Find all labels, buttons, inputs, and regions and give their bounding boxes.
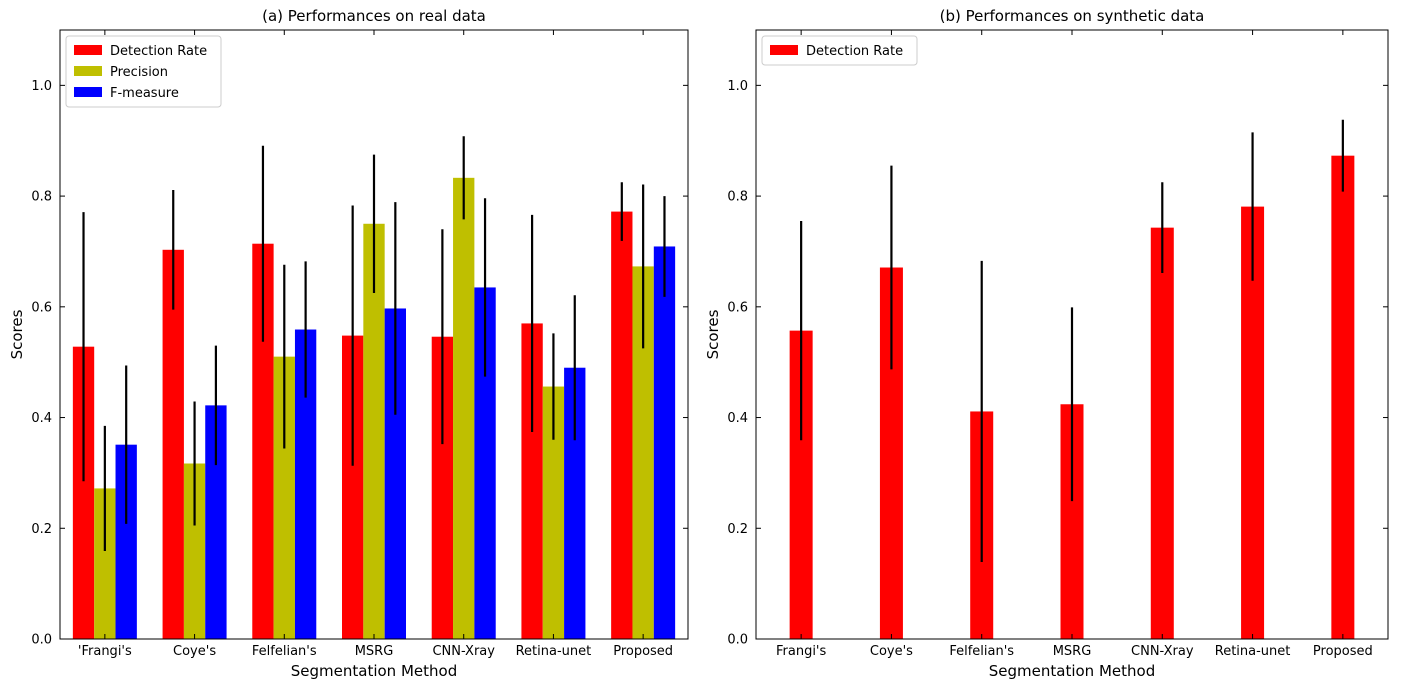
- x-tick-label: Felfelian's: [252, 644, 317, 659]
- bar-detection-rate-3: [1060, 404, 1084, 639]
- bar-detection-rate-5: [521, 323, 543, 639]
- chart-panel-0: (a) Performances on real data 0.0 0.2 0.4 0.…: [8, 7, 689, 680]
- bar-precision-5: [542, 386, 565, 639]
- x-tick-label: Coye's: [870, 644, 913, 659]
- bar-precision-1: [183, 463, 206, 639]
- bar-f-measure-4: [474, 287, 496, 639]
- legend-swatch: [74, 66, 102, 76]
- bar-f-measure-1: [205, 405, 227, 639]
- y-tick-label: 1.0: [31, 79, 52, 94]
- chart-panel-1: (b) Performances on synthetic data 0.0 0.2…: [704, 7, 1389, 680]
- y-tick-label: 0.4: [31, 411, 52, 426]
- x-tick-label: Proposed: [1313, 644, 1373, 659]
- x-tick-label: Retina-unet: [516, 644, 592, 659]
- bar-detection-rate-4: [1150, 227, 1174, 639]
- bar-detection-rate-5: [1241, 206, 1265, 640]
- bar-f-measure-0: [115, 444, 137, 639]
- bar-detection-rate-4: [431, 336, 454, 639]
- bar-detection-rate-0: [789, 330, 813, 639]
- x-tick-label: 'Frangi's: [78, 644, 132, 659]
- legend-entry: Detection Rate: [806, 44, 903, 59]
- bar-precision-4: [453, 177, 475, 639]
- bar-precision-0: [94, 488, 116, 639]
- x-axis-label: Segmentation Method: [291, 662, 457, 680]
- bar-detection-rate-2: [252, 243, 274, 639]
- y-axis-label: Scores: [8, 309, 26, 359]
- bar-detection-rate-1: [162, 249, 184, 639]
- x-tick-label: Coye's: [173, 644, 216, 659]
- y-tick-label: 0.8: [31, 190, 52, 205]
- y-tick-label: 0.6: [727, 300, 748, 315]
- chart-title: (b) Performances on synthetic data: [940, 7, 1205, 25]
- x-tick-label: MSRG: [1053, 644, 1092, 659]
- legend-entry: Precision: [110, 65, 168, 80]
- bar-precision-2: [273, 356, 295, 639]
- legend-entry: F-measure: [110, 86, 179, 101]
- y-tick-label: 0.6: [31, 300, 52, 315]
- y-tick-label: 0.8: [727, 190, 748, 205]
- bar-f-measure-3: [384, 308, 406, 639]
- bar-detection-rate-1: [879, 267, 903, 639]
- x-axis-label: Segmentation Method: [989, 662, 1155, 680]
- bar-precision-6: [632, 266, 654, 639]
- bar-detection-rate-3: [342, 335, 364, 639]
- x-tick-label: Retina-unet: [1215, 644, 1291, 659]
- y-tick-label: 1.0: [727, 79, 748, 94]
- y-axis-label: Scores: [704, 309, 722, 359]
- y-tick-label: 0.0: [31, 633, 52, 648]
- x-tick-label: CNN-Xray: [432, 644, 495, 659]
- bar-f-measure-2: [294, 329, 317, 639]
- chart-title: (a) Performances on real data: [262, 7, 486, 25]
- legend-swatch: [770, 45, 798, 55]
- legend-box: [65, 35, 222, 108]
- bar-detection-rate-0: [72, 346, 95, 639]
- y-tick-label: 0.4: [727, 411, 748, 426]
- x-tick-label: MSRG: [355, 644, 394, 659]
- y-tick-label: 0.2: [727, 522, 748, 537]
- bar-detection-rate-6: [611, 211, 633, 640]
- legend-swatch: [74, 87, 102, 97]
- x-tick-label: CNN-Xray: [1131, 644, 1194, 659]
- legend-entry: Detection Rate: [110, 44, 207, 59]
- x-tick-label: Felfelian's: [949, 644, 1014, 659]
- bar-precision-3: [363, 223, 385, 640]
- y-tick-label: 0.0: [727, 633, 748, 648]
- bar-f-measure-6: [653, 246, 676, 640]
- y-tick-label: 0.2: [31, 522, 52, 537]
- legend-swatch: [74, 45, 102, 55]
- legend-box: [761, 35, 918, 66]
- x-tick-label: Proposed: [613, 644, 673, 659]
- bar-f-measure-5: [564, 367, 586, 639]
- bar-detection-rate-6: [1331, 155, 1355, 639]
- x-tick-label: Frangi's: [776, 644, 827, 659]
